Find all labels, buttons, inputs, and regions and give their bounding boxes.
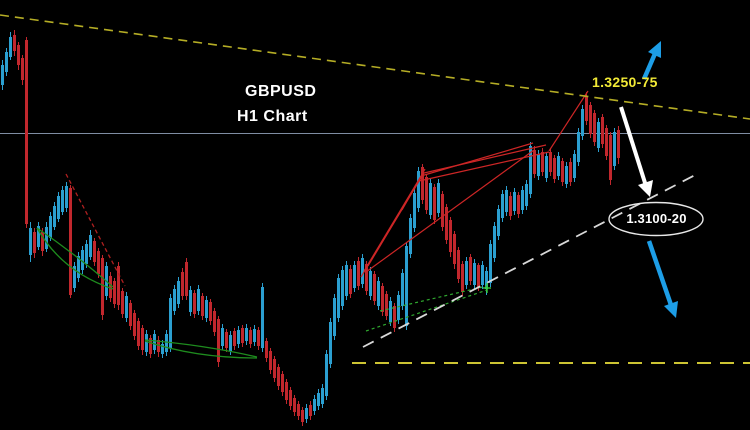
green-dashed-lines: [365, 283, 491, 332]
candles: [1, 30, 620, 426]
chart-title: GBPUSD H1 Chart: [237, 79, 316, 129]
white-breakdown-arrow: [619, 106, 653, 197]
symbol-label: GBPUSD: [245, 83, 317, 100]
timeframe-label: H1 Chart: [237, 108, 308, 125]
rising-support-line: [362, 172, 700, 348]
support-zone-ellipse: [608, 201, 704, 237]
support-zone-label: 1.3100-20: [626, 211, 687, 226]
green-lens-pattern: [36, 227, 114, 290]
green-lens-pattern: [144, 339, 258, 359]
resistance-zone-label: 1.3250-75: [592, 74, 658, 90]
left-breakdown-line: [65, 173, 126, 287]
blue-up-arrow: [641, 41, 661, 80]
resistance-trendline: [0, 14, 750, 120]
red-zigzag-lines: [360, 90, 589, 278]
blue-down-arrow: [646, 240, 678, 318]
